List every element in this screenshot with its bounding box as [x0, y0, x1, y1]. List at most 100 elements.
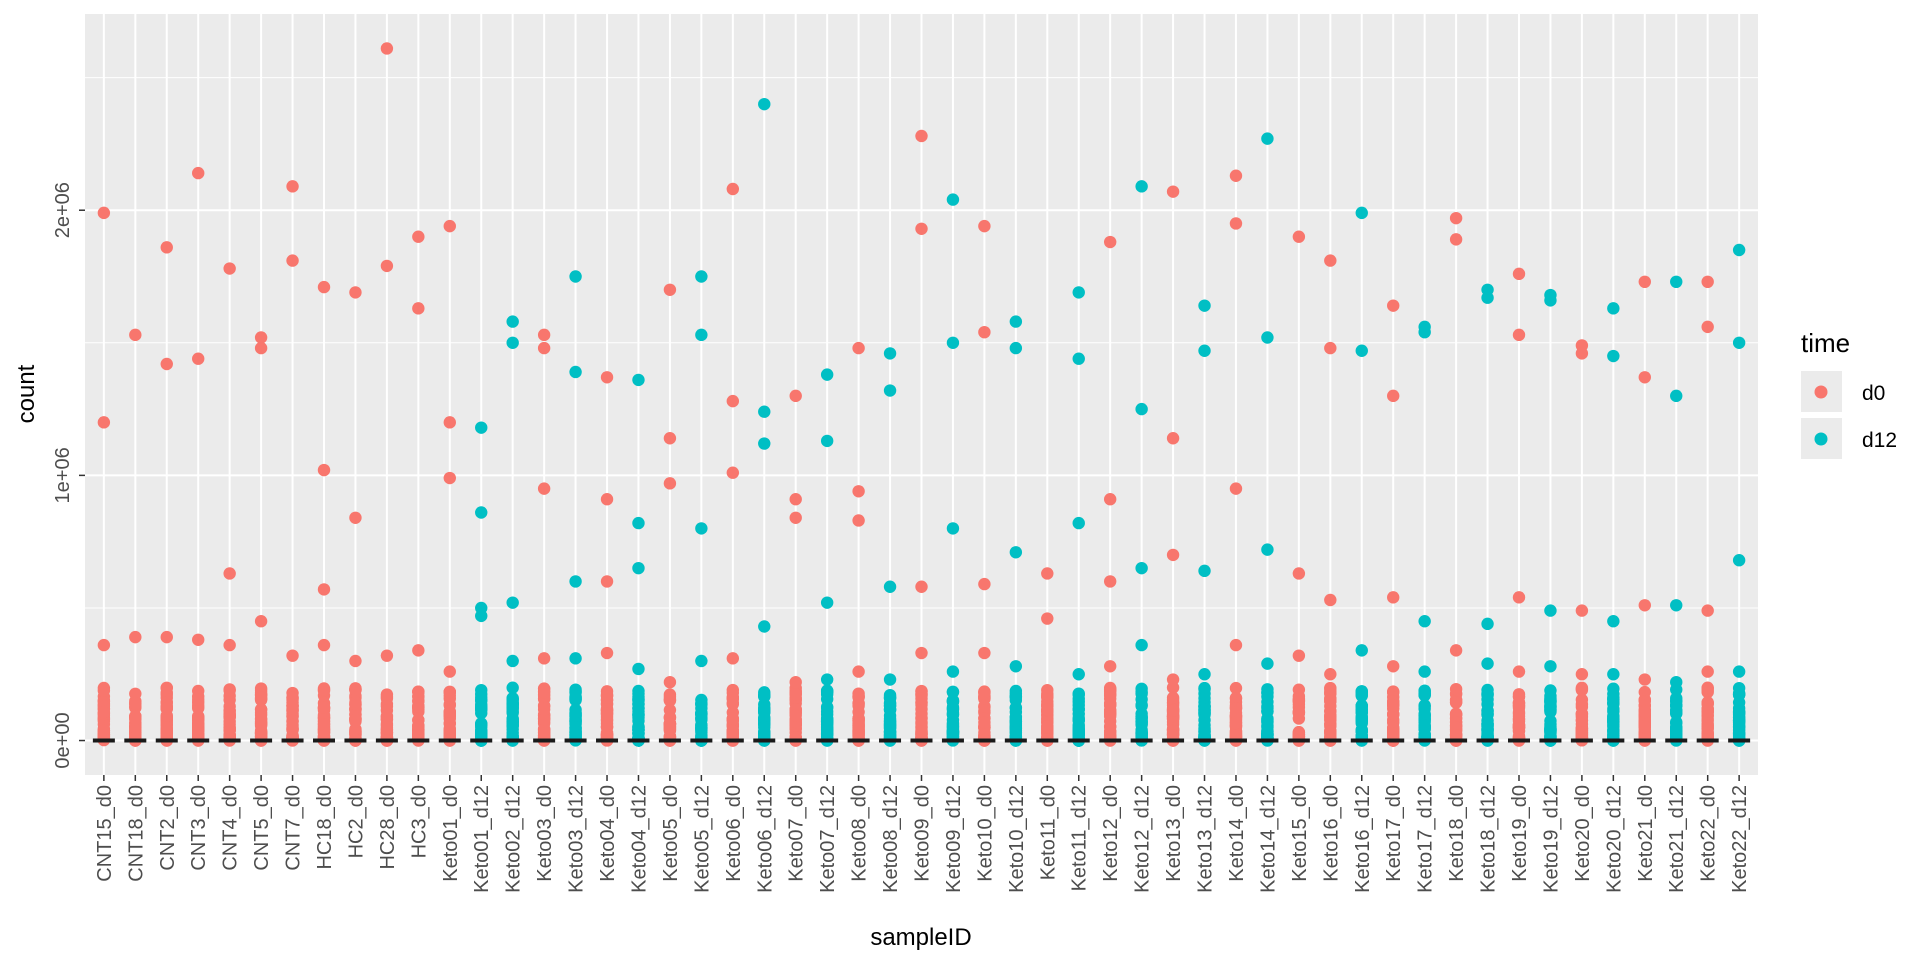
data-point [789, 709, 802, 722]
data-point [695, 522, 708, 535]
data-point [820, 712, 834, 726]
data-point [317, 463, 331, 477]
data-point [537, 652, 551, 665]
data-point [1355, 689, 1368, 703]
data-point [600, 685, 614, 698]
data-point [475, 506, 488, 519]
data-point [663, 432, 677, 445]
data-point [475, 691, 488, 704]
data-point [160, 241, 173, 254]
x-tick-label: Keto18_d12 [1478, 785, 1500, 893]
x-tick-label: Keto11_d0 [1037, 785, 1059, 880]
data-point [1229, 482, 1243, 495]
x-tick-label: Keto17_d0 [1383, 785, 1405, 882]
data-point [192, 684, 205, 698]
data-point [1481, 657, 1494, 670]
data-point [632, 561, 645, 575]
data-point [789, 493, 802, 506]
data-point [1103, 660, 1117, 673]
data-point [506, 315, 519, 328]
x-tick-label: Keto14_d0 [1226, 785, 1248, 882]
data-point [1575, 668, 1589, 681]
data-point [1638, 705, 1651, 719]
data-point [663, 717, 677, 731]
data-point [1135, 710, 1148, 723]
data-point [1481, 704, 1494, 718]
data-point [569, 690, 582, 703]
data-point [1292, 683, 1306, 696]
x-tick-label: HC3_d0 [408, 785, 430, 858]
data-point [97, 638, 111, 652]
data-point [1009, 341, 1023, 355]
data-point [1324, 713, 1337, 726]
data-point [286, 718, 299, 732]
data-point [1670, 725, 1683, 738]
data-point [443, 665, 456, 678]
data-point [726, 683, 740, 697]
data-point [1387, 591, 1400, 604]
data-point [789, 675, 802, 689]
data-point [883, 580, 897, 593]
data-point [1607, 302, 1620, 315]
data-point [349, 696, 362, 709]
data-point [412, 699, 425, 713]
data-point [223, 684, 236, 697]
data-point [317, 583, 331, 596]
data-point [1449, 682, 1463, 696]
x-tick-label: Keto10_d12 [1006, 785, 1028, 893]
data-point [1449, 696, 1463, 709]
data-point [129, 687, 142, 701]
data-point [1732, 687, 1746, 700]
data-point [412, 302, 425, 315]
x-tick-label: Keto16_d0 [1320, 785, 1342, 882]
data-point [1324, 593, 1337, 607]
data-point [663, 477, 677, 490]
data-point [978, 646, 991, 660]
data-point [758, 97, 771, 111]
data-point [1261, 657, 1274, 670]
data-point [820, 434, 834, 448]
data-point [349, 286, 362, 299]
data-point [1575, 726, 1589, 740]
data-point [852, 485, 865, 498]
data-point [286, 703, 299, 716]
data-point [726, 652, 740, 665]
data-point [1544, 684, 1557, 697]
data-point [1575, 604, 1589, 617]
data-point [1009, 694, 1023, 707]
data-point [1512, 328, 1526, 342]
data-point [537, 341, 551, 355]
data-point [1166, 691, 1180, 704]
data-point [443, 706, 456, 720]
data-point [1732, 554, 1746, 567]
data-point [1198, 682, 1211, 696]
data-point [569, 365, 582, 379]
data-point [97, 206, 111, 220]
data-point [1418, 615, 1431, 628]
data-point [820, 684, 834, 697]
data-point [349, 511, 362, 524]
data-point [600, 493, 614, 506]
data-point [506, 654, 519, 668]
x-tick-label: Keto13_d12 [1195, 785, 1217, 893]
data-point [1229, 692, 1243, 705]
data-point [600, 575, 614, 588]
data-point [600, 707, 614, 720]
x-tick-label: Keto04_d0 [597, 785, 619, 882]
data-point [1009, 660, 1023, 673]
data-point [443, 471, 456, 485]
data-point [1670, 599, 1683, 612]
y-axis: 0e+00 1e+06 2e+06 [52, 182, 85, 769]
data-point [1512, 591, 1526, 604]
x-tick-label: CNT5_d0 [251, 785, 273, 871]
data-point [663, 283, 677, 296]
data-point [978, 219, 991, 233]
data-point [1292, 649, 1306, 662]
x-tick-label: Keto07_d0 [786, 785, 808, 882]
data-point [1544, 294, 1557, 307]
x-tick-label: Keto22_d0 [1698, 785, 1720, 882]
data-point [349, 713, 362, 727]
data-point [726, 696, 740, 710]
data-point [223, 715, 236, 728]
data-point [1324, 254, 1337, 267]
